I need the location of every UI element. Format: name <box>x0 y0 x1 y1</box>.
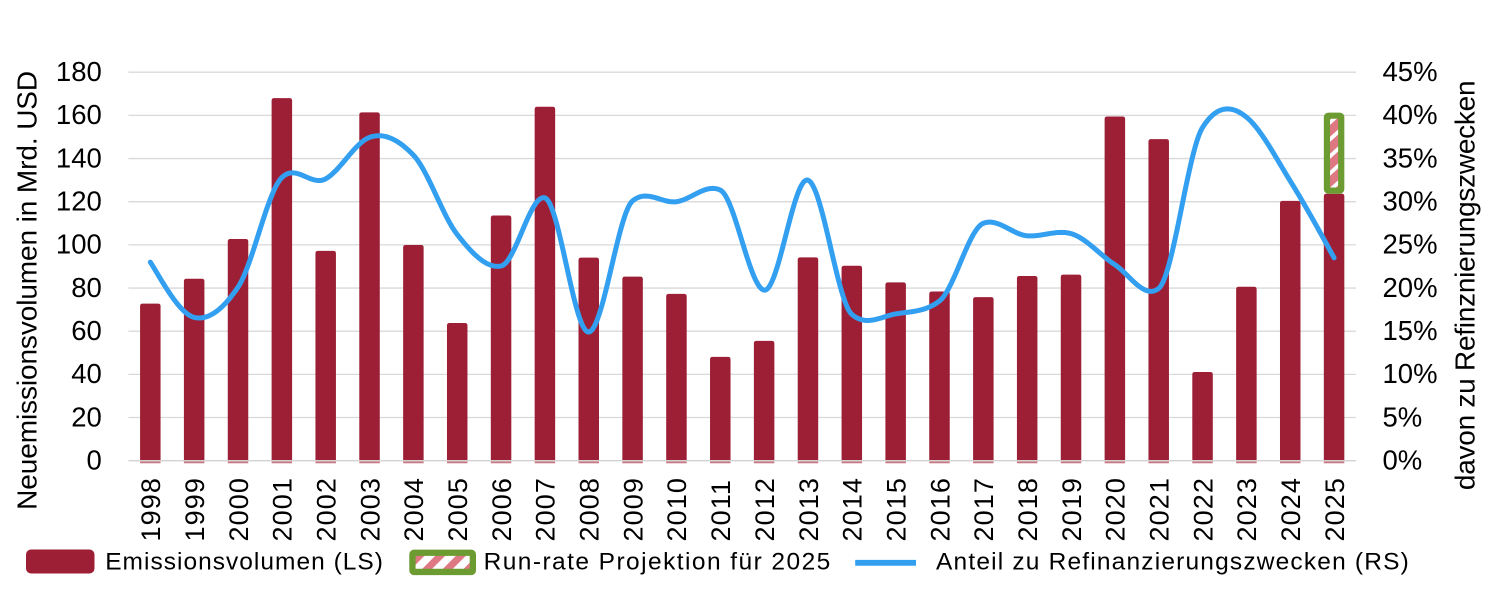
svg-text:2010: 2010 <box>662 477 692 541</box>
svg-text:40%: 40% <box>1383 99 1438 130</box>
svg-text:120: 120 <box>56 186 102 217</box>
svg-text:2005: 2005 <box>443 477 473 541</box>
svg-text:2021: 2021 <box>1145 477 1175 541</box>
svg-text:1999: 1999 <box>180 477 210 541</box>
svg-text:2014: 2014 <box>838 477 868 541</box>
svg-text:2011: 2011 <box>706 479 736 541</box>
svg-text:1998: 1998 <box>136 477 166 541</box>
svg-text:0: 0 <box>87 445 102 476</box>
svg-text:2013: 2013 <box>794 477 824 541</box>
svg-text:Run-rate Projektion für 2025: Run-rate Projektion für 2025 <box>484 549 832 576</box>
svg-text:2007: 2007 <box>531 477 561 541</box>
svg-text:80: 80 <box>71 272 102 303</box>
svg-text:2009: 2009 <box>618 477 648 541</box>
svg-text:2023: 2023 <box>1232 477 1262 541</box>
svg-text:15%: 15% <box>1383 315 1438 346</box>
svg-text:100: 100 <box>56 229 102 260</box>
svg-text:60: 60 <box>71 315 102 346</box>
svg-text:2024: 2024 <box>1276 477 1306 541</box>
svg-text:2018: 2018 <box>1013 477 1043 541</box>
svg-text:2017: 2017 <box>969 477 999 541</box>
svg-text:2015: 2015 <box>881 477 911 541</box>
svg-text:35%: 35% <box>1383 142 1438 173</box>
svg-text:2022: 2022 <box>1188 477 1218 541</box>
svg-text:160: 160 <box>56 99 102 130</box>
svg-text:140: 140 <box>56 142 102 173</box>
svg-text:davon zu Refinznierungszwecken: davon zu Refinznierungszwecken <box>1450 81 1481 490</box>
svg-text:2000: 2000 <box>224 477 254 541</box>
svg-text:2003: 2003 <box>355 477 385 541</box>
svg-text:20: 20 <box>71 401 102 432</box>
svg-text:2019: 2019 <box>1057 477 1087 541</box>
svg-text:40: 40 <box>71 358 102 389</box>
svg-text:30%: 30% <box>1383 186 1438 217</box>
svg-text:2002: 2002 <box>311 477 341 541</box>
svg-text:2016: 2016 <box>925 477 955 541</box>
svg-text:45%: 45% <box>1383 56 1438 87</box>
svg-text:0%: 0% <box>1383 445 1423 476</box>
svg-text:2008: 2008 <box>575 477 605 541</box>
svg-text:Neuemissionsvolumen in Mrd. US: Neuemissionsvolumen in Mrd. USD <box>12 71 43 510</box>
svg-text:Anteil zu Refinanzierungszweck: Anteil zu Refinanzierungszwecken (RS) <box>936 549 1410 576</box>
svg-text:2006: 2006 <box>487 477 517 541</box>
svg-text:5%: 5% <box>1383 401 1423 432</box>
svg-text:2001: 2001 <box>268 477 298 541</box>
svg-text:20%: 20% <box>1383 272 1438 303</box>
svg-text:2004: 2004 <box>399 477 429 541</box>
svg-text:2025: 2025 <box>1320 477 1350 541</box>
svg-text:Emissionsvolumen (LS): Emissionsvolumen (LS) <box>105 549 384 576</box>
svg-text:2020: 2020 <box>1101 477 1131 541</box>
svg-text:25%: 25% <box>1383 229 1438 260</box>
svg-text:2012: 2012 <box>750 477 780 541</box>
svg-text:180: 180 <box>56 56 102 87</box>
svg-text:10%: 10% <box>1383 358 1438 389</box>
